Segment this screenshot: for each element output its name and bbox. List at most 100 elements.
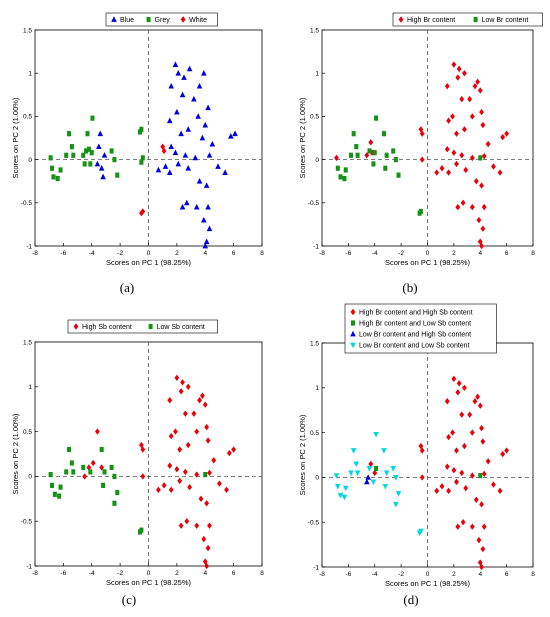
data-point [95, 428, 100, 435]
data-point [198, 495, 204, 502]
data-point [197, 397, 202, 404]
data-point [89, 150, 94, 156]
data-point [85, 131, 90, 137]
series-0 [94, 61, 238, 249]
data-point [462, 442, 467, 450]
data-point [50, 482, 55, 488]
legend-label: Low Br content and High Sb content [359, 332, 471, 339]
x-tick-label: 8 [531, 250, 535, 257]
data-point [479, 182, 484, 189]
data-point [419, 156, 425, 163]
y-tick-label: -0.5 [21, 200, 33, 207]
data-point [459, 95, 465, 103]
x-tick-label: 4 [478, 571, 482, 578]
x-tick-label: 0 [147, 250, 151, 257]
data-point [353, 461, 360, 468]
data-point [434, 169, 440, 176]
data-point [109, 148, 114, 154]
data-point [367, 148, 372, 154]
series-1 [374, 465, 483, 479]
data-point [178, 130, 184, 137]
x-tick-label: 2 [175, 570, 179, 577]
data-point [469, 472, 475, 479]
data-point [206, 225, 213, 232]
data-point [475, 78, 481, 86]
data-point [480, 438, 486, 445]
data-point [479, 424, 484, 432]
x-axis-label: Scores on PC 1 (98.25%) [385, 579, 471, 588]
data-point [391, 148, 396, 154]
data-point [333, 473, 340, 479]
y-axis-label: Scores on PC 2 (1.00%) [298, 97, 307, 178]
data-point [476, 536, 482, 544]
x-tick-label: 4 [203, 250, 207, 257]
data-point [167, 397, 173, 404]
data-point [485, 458, 491, 465]
data-point [71, 469, 76, 475]
data-point [417, 210, 422, 216]
legend-marker [473, 16, 478, 23]
x-tick-label: -2 [398, 250, 404, 257]
data-point [94, 160, 101, 167]
data-point [203, 182, 210, 188]
data-point [459, 469, 465, 477]
data-point [354, 470, 361, 477]
data-point [205, 104, 211, 111]
data-point [337, 492, 344, 499]
data-point [231, 446, 237, 453]
data-point [354, 144, 359, 150]
legend-marker [111, 16, 117, 22]
data-point [90, 115, 95, 121]
data-point [463, 484, 469, 492]
x-tick-label: -6 [345, 250, 351, 257]
data-point [390, 466, 397, 472]
x-axis-label: Scores on PC 1 (98.25%) [385, 258, 471, 267]
chart-b: -8 -6 -4 -2 0 2 4 6 8 -1 -0.5 0 0.5 1 1.5 Scores on PC … [298, 12, 543, 267]
data-point [88, 469, 93, 475]
data-point [472, 82, 478, 90]
data-point [182, 468, 188, 476]
data-point [469, 203, 475, 211]
data-point [454, 447, 459, 454]
data-point [456, 380, 462, 387]
data-point [97, 130, 104, 137]
data-point [419, 474, 425, 481]
data-point [365, 474, 371, 480]
data-point [472, 398, 478, 405]
series-1 [335, 115, 483, 216]
x-tick-label: -2 [117, 570, 123, 577]
data-point [174, 374, 180, 382]
caption-b: (b) [402, 280, 418, 295]
data-point [100, 173, 106, 180]
x-tick-label: -8 [32, 570, 38, 577]
data-point [201, 535, 207, 543]
data-point [166, 117, 173, 124]
data-point [202, 121, 209, 128]
data-point [168, 143, 174, 150]
series-3 [333, 431, 424, 537]
x-tick-label: 2 [452, 250, 456, 257]
data-point [479, 501, 484, 508]
data-point [196, 82, 203, 89]
data-point [215, 163, 221, 169]
data-point [101, 482, 106, 488]
data-point [196, 178, 203, 184]
data-point [446, 433, 451, 441]
data-point [384, 152, 389, 158]
data-point [185, 165, 192, 171]
legend: High Br content and High Sb content High … [344, 303, 497, 354]
x-tick-label: 6 [232, 250, 236, 257]
data-point [155, 166, 162, 173]
data-point [172, 61, 179, 67]
data-point [67, 131, 72, 137]
data-point [349, 152, 354, 158]
data-point [140, 208, 146, 215]
data-point [450, 113, 455, 120]
data-point [469, 154, 475, 162]
data-point [467, 95, 473, 103]
y-tick-label: -1 [26, 563, 32, 570]
legend: High Sb content Low Sb content [67, 319, 218, 334]
data-point [137, 129, 142, 135]
y-tick-label: -0.5 [308, 200, 320, 207]
data-point [446, 169, 451, 176]
